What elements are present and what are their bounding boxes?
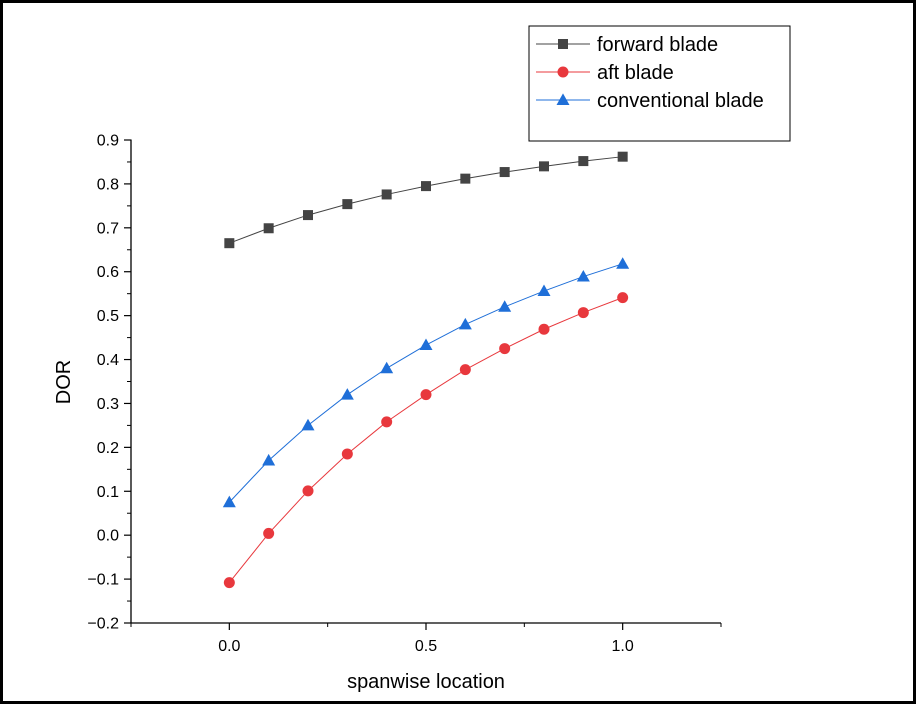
data-point bbox=[499, 167, 510, 178]
data-point bbox=[222, 495, 236, 508]
y-tick-label: 0.8 bbox=[97, 176, 119, 193]
data-point bbox=[421, 181, 431, 192]
series-line bbox=[229, 156, 623, 244]
y-tick-label: 0.0 bbox=[97, 528, 119, 545]
legend-label: conventional blade bbox=[597, 90, 764, 112]
data-point bbox=[538, 323, 550, 335]
axes bbox=[130, 139, 721, 624]
data-point bbox=[340, 388, 354, 400]
data-point bbox=[303, 210, 313, 221]
data-point bbox=[263, 527, 275, 539]
series-layer bbox=[222, 151, 630, 589]
y-tick-label: −0.2 bbox=[87, 616, 119, 633]
data-point bbox=[263, 223, 274, 234]
legend-label: forward blade bbox=[597, 34, 718, 56]
legend: forward blade aft blade conventional blade bbox=[528, 25, 791, 142]
series-line bbox=[228, 263, 623, 503]
data-point bbox=[617, 151, 628, 162]
data-point bbox=[381, 189, 392, 200]
y-tick-label: 0.5 bbox=[97, 308, 119, 325]
y-tick-label: 0.6 bbox=[97, 264, 119, 281]
legend-entry: forward blade bbox=[536, 34, 718, 56]
series-conventional-blade bbox=[222, 257, 630, 508]
y-tick-label: 0.3 bbox=[97, 396, 119, 413]
y-tick-label: 0.1 bbox=[97, 484, 119, 501]
data-point bbox=[342, 199, 353, 210]
legend-box bbox=[528, 25, 791, 142]
legend-entry: conventional blade bbox=[536, 90, 764, 112]
y-axis-title: DOR bbox=[53, 360, 75, 404]
data-point bbox=[617, 292, 629, 304]
data-point bbox=[420, 389, 432, 401]
data-point bbox=[459, 364, 471, 376]
data-point bbox=[539, 161, 549, 172]
legend-marker bbox=[557, 66, 569, 78]
legend-entry: aft blade bbox=[536, 62, 674, 84]
data-point bbox=[301, 418, 315, 431]
y-tick-label: 0.2 bbox=[97, 440, 119, 457]
data-point bbox=[262, 453, 276, 466]
data-point bbox=[460, 173, 471, 184]
data-point bbox=[578, 156, 589, 167]
legend-marker bbox=[558, 39, 568, 49]
data-point bbox=[380, 361, 394, 374]
data-point bbox=[341, 448, 353, 460]
x-tick-label: 0.0 bbox=[218, 638, 240, 655]
data-point bbox=[223, 577, 235, 589]
data-point bbox=[302, 485, 314, 497]
data-point bbox=[381, 416, 393, 428]
y-tick-label: 0.4 bbox=[97, 352, 119, 369]
data-point bbox=[616, 257, 630, 269]
data-point bbox=[458, 317, 472, 330]
data-point bbox=[419, 338, 433, 351]
x-axis-title: spanwise location bbox=[347, 671, 505, 693]
series-forward-blade bbox=[224, 151, 628, 249]
data-point bbox=[499, 343, 511, 355]
data-point bbox=[577, 307, 589, 319]
y-tick-label: 0.7 bbox=[97, 220, 119, 237]
data-point bbox=[224, 238, 235, 249]
y-tick-label: 0.9 bbox=[97, 133, 119, 150]
legend-marker bbox=[556, 93, 570, 105]
data-point bbox=[498, 300, 512, 312]
y-tick-label: −0.1 bbox=[87, 572, 119, 589]
ticks: −0.2 −0.1 0.0 0.1 0.2 0.3 0.4 0.5 0.6 0.7 0.8 0.9 0.… bbox=[87, 133, 722, 655]
series-aft-blade bbox=[223, 292, 629, 589]
data-point bbox=[576, 269, 590, 282]
x-tick-label: 1.0 bbox=[612, 638, 634, 655]
data-point bbox=[537, 284, 551, 296]
x-tick-label: 0.5 bbox=[415, 638, 437, 655]
legend-label: aft blade bbox=[597, 62, 674, 84]
